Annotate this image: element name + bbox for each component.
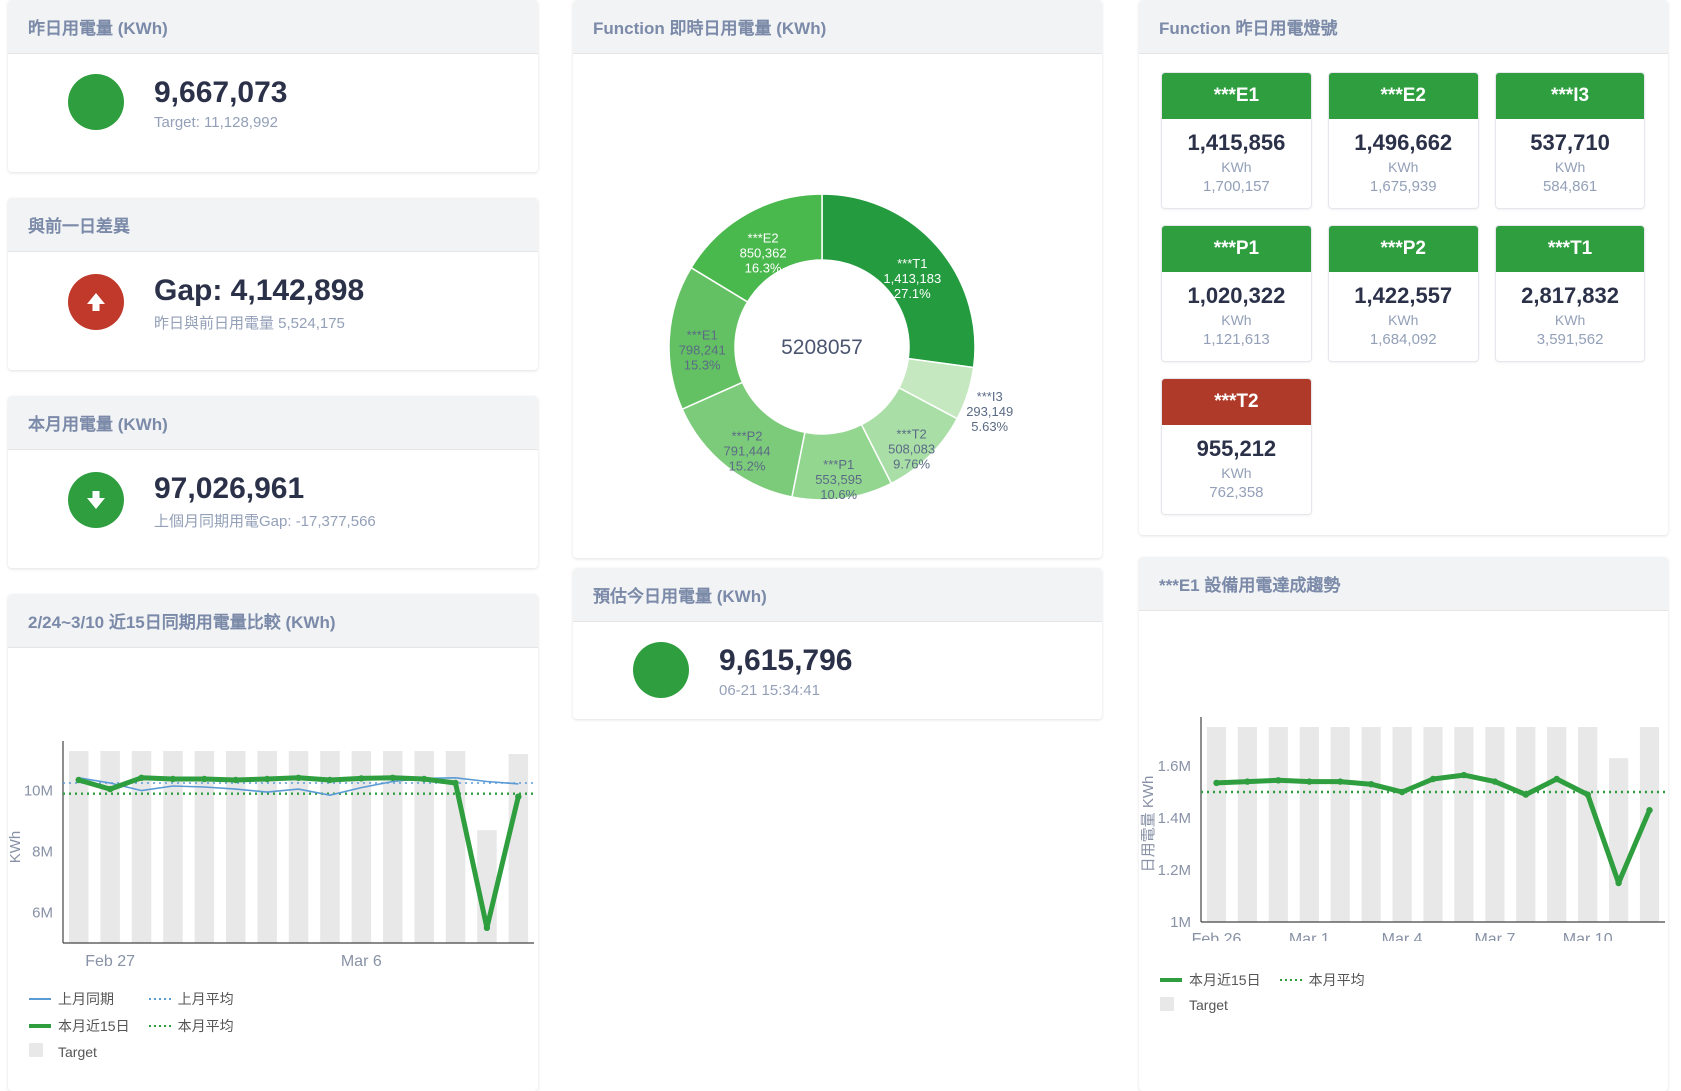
- svg-text:6M: 6M: [32, 905, 53, 922]
- svg-text:Mar 1: Mar 1: [1289, 931, 1330, 941]
- svg-text:Feb 27: Feb 27: [85, 953, 135, 970]
- svg-text:Mar 6: Mar 6: [341, 953, 382, 970]
- svg-text:1.4M: 1.4M: [1158, 810, 1191, 827]
- svg-text:日用電量 KWh: 日用電量 KWh: [1140, 775, 1157, 872]
- svg-text:10M: 10M: [24, 783, 53, 800]
- svg-text:Mar 10: Mar 10: [1563, 931, 1613, 941]
- svg-text:5208057: 5208057: [781, 336, 863, 359]
- svg-text:1.2M: 1.2M: [1158, 862, 1191, 879]
- svg-text:Mar 7: Mar 7: [1474, 931, 1515, 941]
- svg-text:1.6M: 1.6M: [1158, 758, 1191, 775]
- svg-text:KWh: KWh: [8, 831, 24, 864]
- svg-text:1M: 1M: [1170, 914, 1191, 931]
- svg-text:Feb 26: Feb 26: [1192, 931, 1242, 941]
- svg-text:Mar 4: Mar 4: [1382, 931, 1423, 941]
- svg-text:8M: 8M: [32, 844, 53, 861]
